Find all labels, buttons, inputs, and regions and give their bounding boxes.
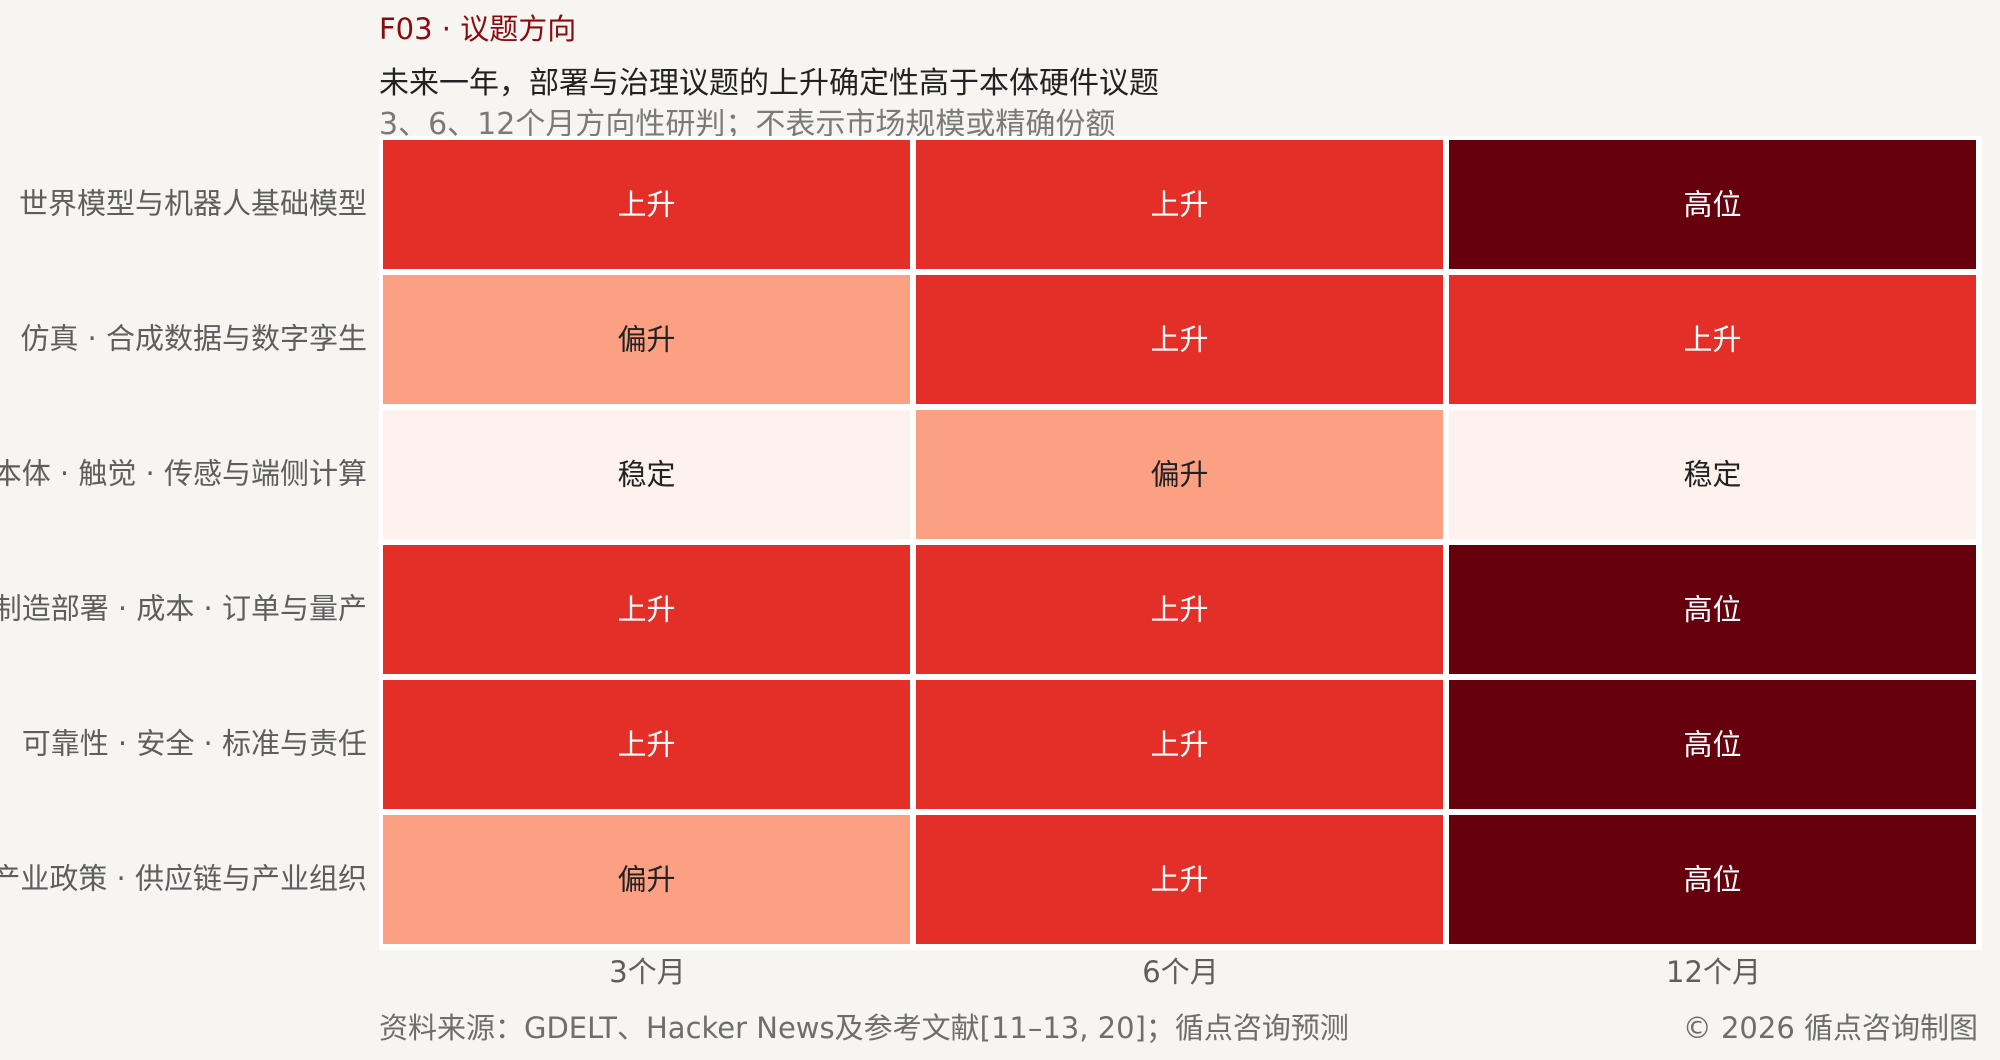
row-label: 制造部署 · 成本 · 订单与量产: [0, 592, 367, 626]
heatmap-cell: [916, 680, 1443, 809]
row-label: 产业政策 · 供应链与产业组织: [0, 862, 367, 896]
cell-value-label: 上升: [1150, 728, 1208, 762]
heatmap-cell: [383, 140, 910, 269]
heatmap-cell: [383, 815, 910, 944]
heatmap-cell: [383, 545, 910, 674]
cell-value-label: 上升: [617, 188, 675, 222]
heatmap-background: [379, 136, 1982, 950]
heatmap-cell: [383, 410, 910, 539]
heatmap-cell: [1449, 545, 1976, 674]
cell-value-label: 偏升: [617, 863, 675, 897]
cell-value-label: 高位: [1683, 728, 1741, 762]
heatmap-cell: [916, 410, 1443, 539]
column-label: 3个月: [609, 955, 685, 989]
row-label: 本体 · 触觉 · 传感与端侧计算: [0, 457, 367, 491]
heatmap-cell: [1449, 275, 1976, 404]
cell-value-label: 偏升: [617, 323, 675, 357]
cell-value-label: 偏升: [1150, 458, 1208, 492]
cell-value-label: 高位: [1683, 863, 1741, 897]
cell-value-label: 高位: [1683, 593, 1741, 627]
cell-value-label: 上升: [617, 728, 675, 762]
heatmap-cell: [1449, 410, 1976, 539]
cell-value-label: 稳定: [1683, 458, 1741, 492]
cell-value-label: 上升: [1150, 593, 1208, 627]
cell-value-label: 上升: [617, 593, 675, 627]
heatmap-cell: [1449, 680, 1976, 809]
cell-value-label: 上升: [1683, 323, 1741, 357]
cell-value-label: 稳定: [617, 458, 675, 492]
heatmap-cell: [383, 680, 910, 809]
copyright-credit: © 2026 循点咨询制图: [1682, 1011, 1978, 1045]
row-label: 世界模型与机器人基础模型: [19, 187, 367, 221]
chart-title: 未来一年，部署与治理议题的上升确定性高于本体硬件议题: [379, 66, 1159, 101]
heatmap-cell: [916, 275, 1443, 404]
heatmap-cell: [916, 545, 1443, 674]
heatmap-cell: [916, 140, 1443, 269]
source-note: 资料来源：GDELT、Hacker News及参考文献[11–13, 20]；循…: [379, 1011, 1349, 1045]
cell-value-label: 上升: [1150, 188, 1208, 222]
row-label: 可靠性 · 安全 · 标准与责任: [22, 727, 367, 761]
chart-kicker: F03 · 议题方向: [379, 12, 577, 46]
heatmap-cell: [1449, 815, 1976, 944]
cell-value-label: 上升: [1150, 863, 1208, 897]
row-label: 仿真 · 合成数据与数字孪生: [20, 322, 367, 356]
heatmap-cell: [1449, 140, 1976, 269]
cell-value-label: 上升: [1150, 323, 1208, 357]
column-label: 12个月: [1666, 955, 1761, 989]
heatmap-cell: [916, 815, 1443, 944]
heatmap-cell: [383, 275, 910, 404]
column-label: 6个月: [1142, 955, 1218, 989]
cell-value-label: 高位: [1683, 188, 1741, 222]
